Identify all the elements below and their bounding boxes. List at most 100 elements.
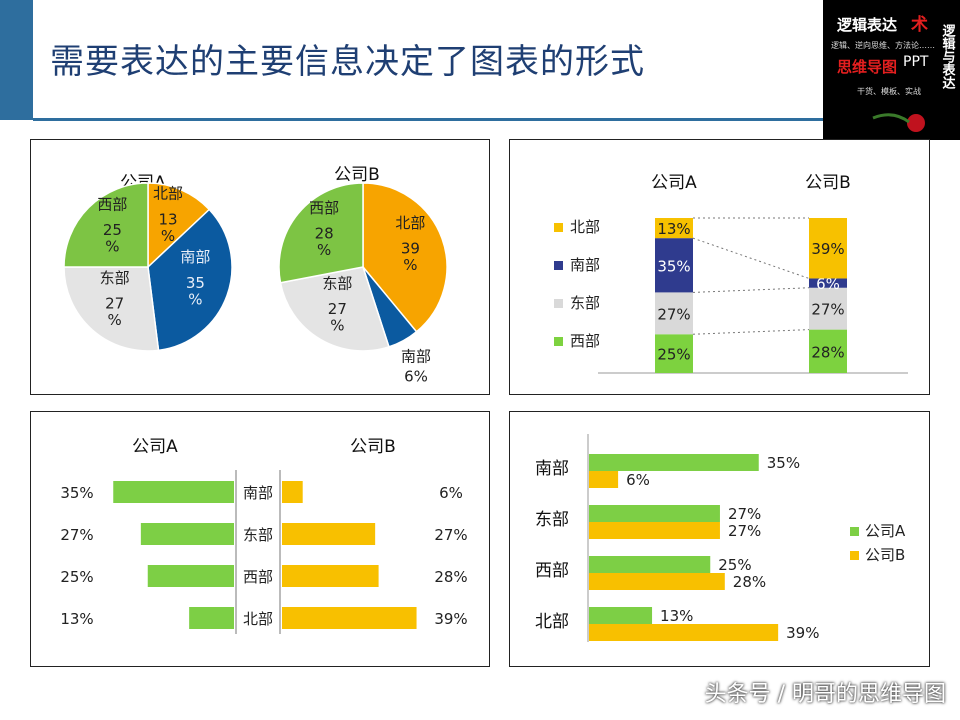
- pie-data-label: 39%: [401, 240, 420, 275]
- left-data-label: 25%: [60, 568, 93, 586]
- connector-line: [692, 287, 810, 293]
- brand-logo: 逻辑表达 术 逻辑、逆向思维、方法论…… 思维导图 PPT 干货、模板、实战 逻…: [823, 0, 960, 140]
- legend-swatch: [850, 527, 859, 536]
- bar-data-label: 25%: [718, 556, 751, 574]
- connector-line: [692, 237, 810, 279]
- left-data-label: 13%: [60, 610, 93, 628]
- rose-stem-icon: [872, 113, 910, 124]
- left-bar: [140, 523, 234, 545]
- right-title: 公司B: [350, 437, 396, 457]
- stacked-bar-segment: [809, 329, 847, 373]
- pie-slice: [63, 266, 160, 352]
- pie-chart: 公司A北部13%南部35%东部27%西部25%公司B北部39%南部6%东部27%…: [63, 165, 448, 385]
- pie-slice: [147, 182, 211, 269]
- title-underline: [33, 118, 823, 121]
- pie-slice: [147, 208, 233, 352]
- category-label: 南部: [243, 484, 273, 502]
- category-label: 公司B: [805, 173, 851, 193]
- bar-data-label: 28%: [733, 573, 766, 591]
- legend-label: 北部: [570, 218, 600, 236]
- left-bar: [147, 565, 234, 587]
- bar-data-label: 39%: [786, 624, 819, 642]
- pie-chart-panel: 公司A北部13%南部35%东部27%西部25%公司B北部39%南部6%东部27%…: [30, 139, 490, 395]
- stacked-bar-segment: [655, 334, 693, 373]
- pie-slice-label: 北部: [153, 185, 183, 203]
- pie-slice-label: 西部: [309, 199, 339, 217]
- cluster-bar: [589, 624, 779, 641]
- stacked-bar-segment: [809, 278, 847, 288]
- logo-line2: 逻辑、逆向思维、方法论……: [831, 40, 935, 50]
- legend-swatch: [554, 337, 563, 346]
- bar-data-label: 27%: [657, 305, 690, 323]
- clustered-bar-chart: 南部 35% 6% 东部 27%27% 西部 25%28% 北部 13% 39% 公司A 公司B: [535, 434, 906, 642]
- pie-slice: [278, 182, 364, 284]
- bar-data-label: 13%: [660, 607, 693, 625]
- stacked-bar-segment: [809, 218, 847, 279]
- right-data-label: 28%: [434, 568, 467, 586]
- pie-data-label: 35%: [186, 274, 205, 309]
- connector-line: [692, 329, 810, 335]
- left-data-label: 27%: [60, 526, 93, 544]
- left-bar: [113, 481, 234, 503]
- legend-label: 东部: [570, 294, 600, 312]
- bar-data-label: 27%: [728, 505, 761, 523]
- cluster-bar: [589, 454, 759, 471]
- cluster-bar: [589, 471, 619, 488]
- logo-line1: 逻辑表达: [837, 16, 897, 34]
- right-bar: [282, 523, 376, 545]
- stacked-bar-segment: [809, 287, 847, 330]
- pie-slice: [362, 182, 448, 333]
- legend-label: 南部: [570, 256, 600, 274]
- cluster-bar: [589, 607, 653, 624]
- page-title: 需要表达的主要信息决定了图表的形式: [50, 42, 645, 82]
- pie-slice-label: 南部: [180, 248, 210, 266]
- pie-data-label: 6%: [404, 367, 428, 385]
- legend-label: 公司B: [865, 546, 905, 564]
- pie-slice: [63, 182, 149, 268]
- legend-swatch: [554, 299, 563, 308]
- stacked-bar-segment: [655, 238, 693, 293]
- stacked-bar-segment: [655, 292, 693, 335]
- category-label: 北部: [243, 610, 273, 628]
- cluster-bar: [589, 556, 711, 573]
- bar-data-label: 28%: [811, 343, 844, 361]
- right-data-label: 39%: [434, 610, 467, 628]
- bar-data-label: 35%: [767, 454, 800, 472]
- stacked-bar-panel: 公司A 25% 27% 35% 13% 公司B 28% 27% 6% 39% 北部 南部 东部 西部: [509, 139, 930, 395]
- pie-slice: [279, 266, 390, 352]
- right-data-label: 6%: [439, 484, 463, 502]
- bar-data-label: 27%: [728, 522, 761, 540]
- stacked-bar-segment: [655, 218, 693, 239]
- logo-graphic: 逻辑表达 术 逻辑、逆向思维、方法论…… 思维导图 PPT 干货、模板、实战 逻…: [831, 14, 956, 132]
- legend-label: 西部: [570, 332, 600, 350]
- pie-data-label: 28%: [315, 225, 334, 260]
- left-data-label: 35%: [60, 484, 93, 502]
- pie-data-label: 25%: [103, 221, 122, 256]
- rose-icon: [907, 114, 925, 132]
- pie-slice-label: 北部: [395, 214, 425, 232]
- legend-swatch: [554, 261, 563, 270]
- pie-data-label: 27%: [105, 295, 124, 330]
- bar-data-label: 13%: [657, 220, 690, 238]
- category-label: 公司A: [651, 173, 697, 193]
- bar-data-label: 35%: [657, 257, 690, 275]
- butterfly-chart-panel: 公司A 公司B 南部 35% 6% 东部 27% 27% 西部 25% 28% 北部 13% 39%: [30, 411, 490, 667]
- pie-slice-label: 南部: [401, 347, 431, 365]
- pie-slice-label: 东部: [100, 269, 130, 287]
- bar-data-label: 6%: [816, 275, 840, 293]
- right-data-label: 27%: [434, 526, 467, 544]
- butterfly-chart: 公司A 公司B 南部 35% 6% 东部 27% 27% 西部 25% 28% 北部 13% 39%: [60, 437, 468, 634]
- watermark: 头条号 / 明哥的思维导图: [704, 682, 946, 707]
- pie-data-label: 13%: [158, 210, 177, 245]
- bar-data-label: 27%: [811, 301, 844, 319]
- clustered-bar-panel: 南部 35% 6% 东部 27% 27% 西部 25% 28% 北部 13% 39% 公司A 公司B: [509, 411, 930, 667]
- logo-line4: 干货、模板、实战: [857, 86, 921, 96]
- title-accent-bar: [0, 0, 33, 120]
- bar-data-label: 39%: [811, 240, 844, 258]
- legend-swatch: [850, 551, 859, 560]
- category-label: 东部: [243, 526, 273, 544]
- pie-data-label: 27%: [328, 300, 347, 335]
- pie-slice-label: 东部: [322, 274, 352, 292]
- cluster-bar: [589, 505, 720, 522]
